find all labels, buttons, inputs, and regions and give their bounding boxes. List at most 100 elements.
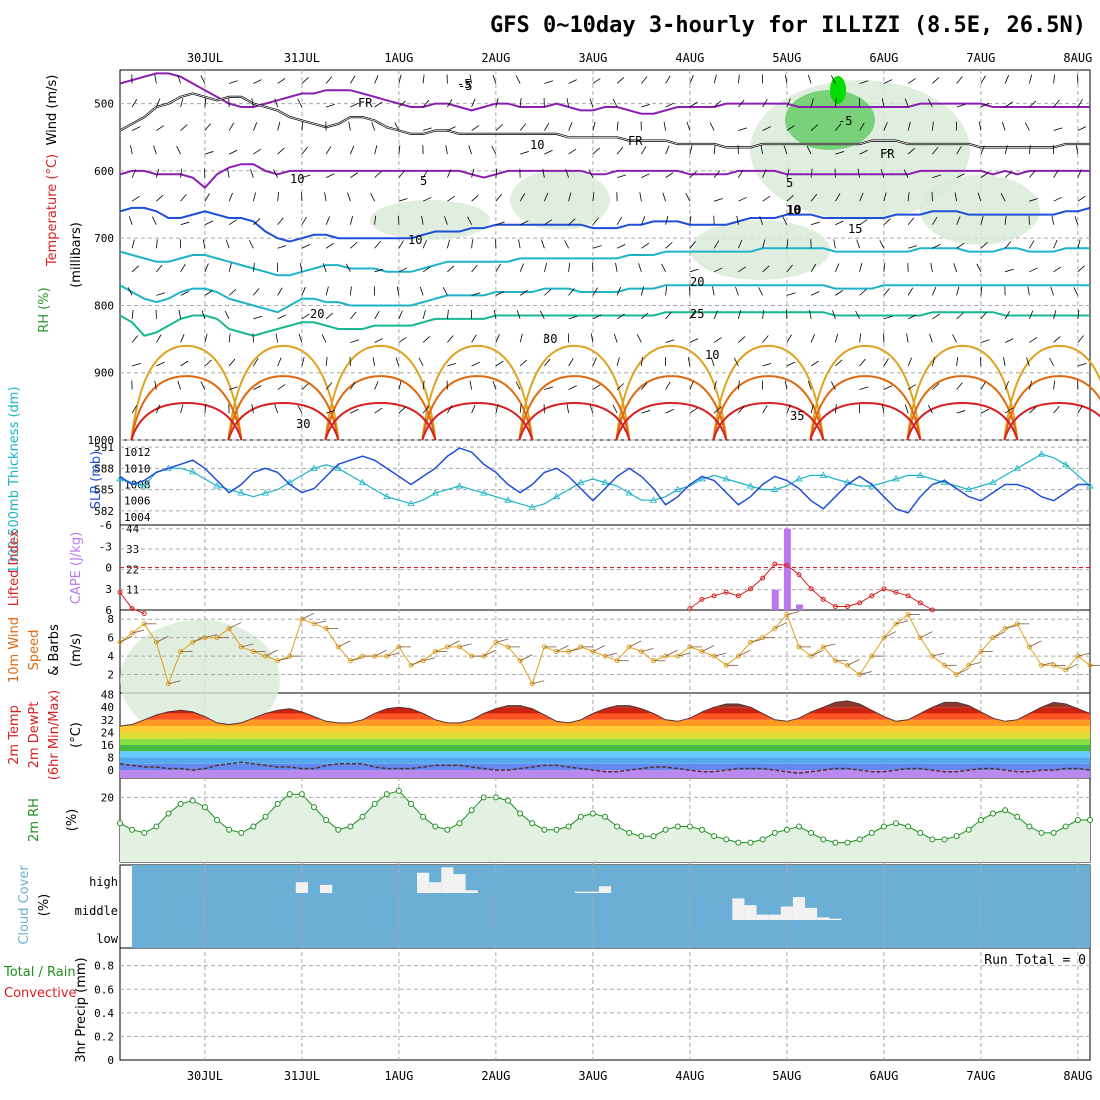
isotherm-30 xyxy=(906,344,1019,441)
surface-wind-barb xyxy=(313,620,327,625)
wind-barb xyxy=(689,171,697,178)
wind-barb xyxy=(370,192,375,202)
series-thickness xyxy=(119,453,1091,508)
wind-speed-marker xyxy=(590,649,596,654)
wind-barb xyxy=(325,357,328,367)
series-slp xyxy=(119,447,1090,514)
wind-barb xyxy=(568,79,577,84)
thickness-marker xyxy=(407,499,415,507)
wind-barb xyxy=(541,239,545,249)
wind-barb xyxy=(976,263,982,272)
wind-barb xyxy=(301,146,308,155)
wind-barb xyxy=(204,123,211,131)
wind-barb xyxy=(883,288,890,296)
surface-wind-barb xyxy=(701,645,715,652)
thickness-marker xyxy=(334,464,342,471)
thickness-marker xyxy=(261,489,270,496)
wind-barb xyxy=(568,262,571,272)
wind-barb xyxy=(1004,75,1010,84)
cloud-bar-middle xyxy=(829,918,842,920)
wind-barb xyxy=(445,145,448,155)
contour-label: 25 xyxy=(690,307,704,321)
isotherm-40 xyxy=(324,401,437,441)
wind-barb xyxy=(1077,99,1083,108)
wind-barb xyxy=(151,216,157,225)
wind-barb xyxy=(325,216,331,225)
wind-barb xyxy=(131,99,138,108)
wind-barb xyxy=(515,381,521,390)
wind-speed-marker xyxy=(202,635,208,641)
thickness-tick: 591 xyxy=(94,441,114,454)
wind-barb xyxy=(520,151,529,155)
surface-wind-barb xyxy=(301,612,315,620)
wind-barb xyxy=(810,263,817,273)
wind-barb xyxy=(568,288,575,296)
wind-barb xyxy=(156,125,165,131)
surface-wind-barb xyxy=(132,629,145,634)
wind-barb xyxy=(298,333,303,343)
ylabel-2m-rh: 2m RH xyxy=(27,798,42,842)
wind-barb xyxy=(374,338,383,343)
wind-barb xyxy=(422,239,428,249)
wind-barb xyxy=(132,362,141,367)
top-day-label: 31JUL xyxy=(284,51,320,65)
surface-wind-barb xyxy=(532,680,545,685)
cloud-tick: low xyxy=(96,932,118,946)
wind-barb xyxy=(1000,192,1006,202)
rh-marker xyxy=(420,813,427,820)
wind-speed-marker xyxy=(554,649,559,654)
wind-barb xyxy=(689,145,693,155)
thickness-marker xyxy=(674,485,682,492)
rh-marker xyxy=(505,797,511,804)
wind-barb xyxy=(1077,362,1087,367)
wind-barb xyxy=(835,263,840,272)
wind-barb xyxy=(277,245,287,249)
wind-barb xyxy=(325,312,334,320)
surface-wind-barb xyxy=(714,652,727,657)
wind-barb xyxy=(564,240,569,249)
wind-barb xyxy=(299,262,303,272)
wind-barb xyxy=(1077,169,1082,178)
series-2m-temp xyxy=(119,700,1091,727)
wind-barb xyxy=(495,334,500,343)
wind-barb xyxy=(1077,335,1084,343)
wind-barb xyxy=(980,339,990,343)
temp-band xyxy=(120,744,1090,752)
surface-wind-barb xyxy=(1041,661,1054,666)
contour-label: 5 xyxy=(786,176,793,190)
ylabel-lifted-index: Lifted Index xyxy=(7,529,22,606)
wind-barb xyxy=(374,145,378,155)
bottom-day-label: 7AUG xyxy=(966,1069,995,1083)
isotherm-30 xyxy=(227,344,340,441)
wind-speed-marker xyxy=(699,649,705,654)
wind-barb xyxy=(543,333,546,343)
ylabel-2m-temp: 2m Temp xyxy=(7,705,22,765)
wind-barb xyxy=(1053,310,1057,320)
contour-label: -5 xyxy=(838,114,852,128)
rh-marker xyxy=(905,823,912,830)
wind-barb xyxy=(349,286,352,296)
wind-barb xyxy=(128,216,133,225)
surface-wind-barb xyxy=(641,648,654,652)
panel-frame-precip xyxy=(119,947,1091,1061)
wind-speed-marker xyxy=(238,644,244,650)
wind-barb xyxy=(616,357,620,367)
wind-barb xyxy=(641,173,650,178)
wind-speed-marker xyxy=(1026,644,1032,650)
wind-barb xyxy=(228,192,234,202)
wind-barb xyxy=(859,289,867,296)
wind-barb xyxy=(833,239,836,249)
wind-barb xyxy=(859,149,868,155)
li-marker xyxy=(735,593,741,599)
wind-speed-marker xyxy=(529,681,535,687)
rh-marker xyxy=(844,839,851,846)
wind-barb xyxy=(612,98,618,108)
wind-barb xyxy=(932,313,941,320)
surface-wind-barb xyxy=(483,649,496,657)
rh-marker xyxy=(723,836,730,843)
wind-barb xyxy=(176,145,181,155)
wind-speed-marker xyxy=(845,662,850,668)
wind-barb xyxy=(616,383,625,390)
wind-barb xyxy=(544,358,551,367)
rh-marker xyxy=(589,810,596,817)
